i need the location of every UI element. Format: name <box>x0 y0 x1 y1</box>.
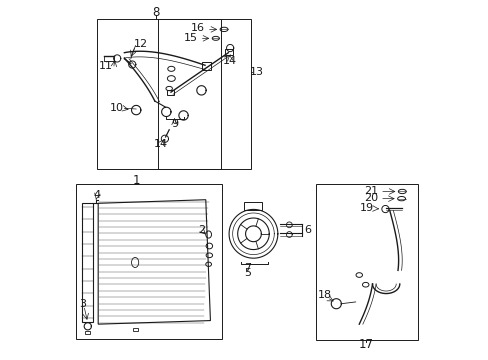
Text: 3: 3 <box>79 299 86 309</box>
Bar <box>224 49 232 55</box>
Text: 14: 14 <box>223 56 237 66</box>
Text: 15: 15 <box>183 33 198 42</box>
Text: 8: 8 <box>152 6 159 19</box>
Text: 13: 13 <box>249 67 264 77</box>
Bar <box>97 19 221 169</box>
Bar <box>202 62 211 69</box>
Text: 5: 5 <box>244 267 251 278</box>
Text: 9: 9 <box>171 120 178 129</box>
Bar <box>76 184 222 338</box>
Bar <box>158 19 250 169</box>
Text: 2: 2 <box>198 225 204 235</box>
Text: 14: 14 <box>154 139 168 149</box>
Text: 16: 16 <box>191 23 204 33</box>
Text: 19: 19 <box>360 203 373 213</box>
Text: 17: 17 <box>358 338 373 351</box>
Text: 11: 11 <box>98 61 112 71</box>
Bar <box>82 203 93 321</box>
Text: 12: 12 <box>134 40 148 49</box>
Bar <box>103 56 114 60</box>
Bar <box>166 90 174 95</box>
Bar <box>244 202 262 211</box>
Bar <box>132 328 137 330</box>
Text: 21: 21 <box>363 186 377 196</box>
Text: 7: 7 <box>244 262 251 273</box>
Text: 18: 18 <box>317 290 331 300</box>
Text: 1: 1 <box>133 174 141 187</box>
Bar <box>85 330 90 334</box>
Bar <box>316 184 418 339</box>
Text: 6: 6 <box>303 225 310 235</box>
Text: 10: 10 <box>109 103 123 113</box>
Text: 4: 4 <box>93 190 100 200</box>
Text: 20: 20 <box>363 193 377 203</box>
